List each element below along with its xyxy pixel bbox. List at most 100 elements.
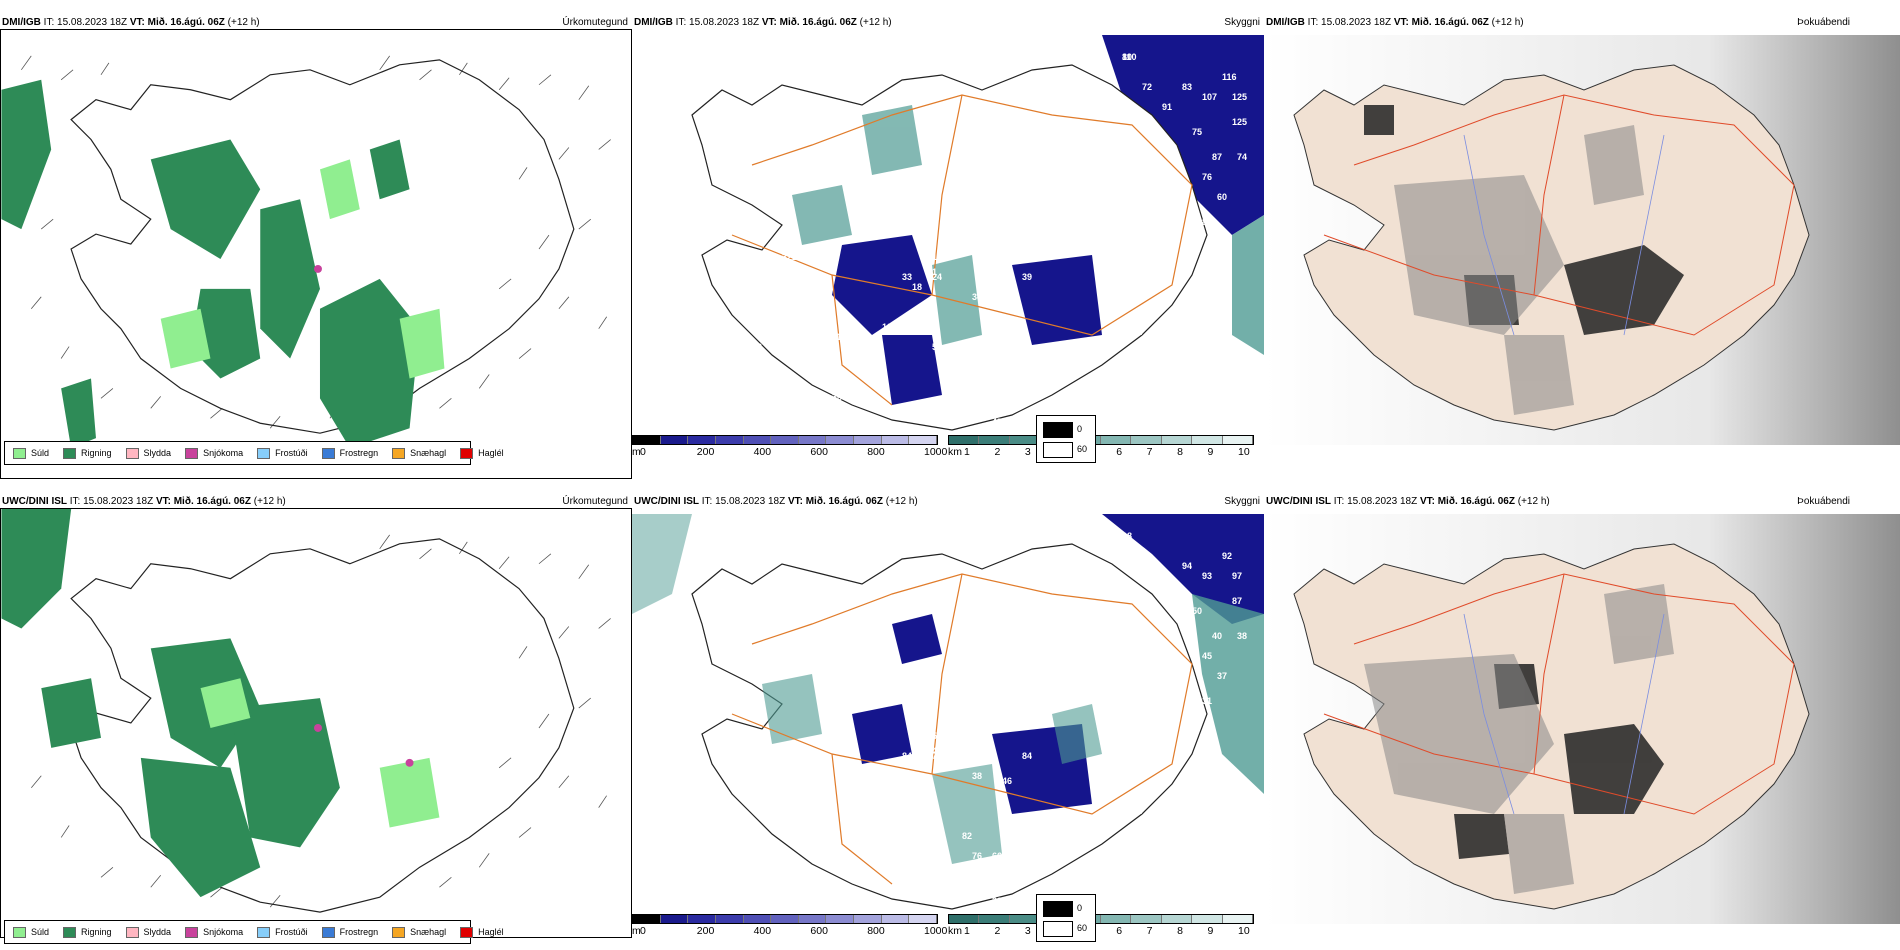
valid-time: Mið. 16.ágú. 06Z <box>144 17 225 28</box>
colorbar-segment <box>660 915 689 923</box>
panel-title: DMI/IGB IT: 15.08.2023 18Z VT: Mið. 16.á… <box>634 17 892 28</box>
cloud-base-label: 110 <box>1122 52 1137 62</box>
colorbar-segment <box>1131 436 1162 444</box>
model-name: DMI/IGB <box>2 17 41 28</box>
cloud-base-label: 18 <box>912 282 922 292</box>
colorbar-tick: 1 <box>964 925 970 937</box>
legend-item: Haglél <box>460 447 504 459</box>
cloud-panel-uwc: UWC/DINI ISL IT: 15.08.2023 18Z VT: Mið.… <box>632 492 1264 942</box>
cloud-base-label: 46 <box>922 791 932 801</box>
panel-title: UWC/DINI ISL IT: 15.08.2023 18Z VT: Mið.… <box>2 496 286 507</box>
panel-title: DMI/IGB IT: 15.08.2023 18Z VT: Mið. 16.á… <box>1266 17 1524 28</box>
init-time: IT: 15.08.2023 18Z <box>1331 496 1420 507</box>
precip-drizzle-areas <box>200 678 440 828</box>
cloud-base-label: 64 <box>1072 367 1082 377</box>
legend-swatch <box>63 926 77 938</box>
cloud-base-label: 50 <box>1192 606 1202 616</box>
cloud-base-label: 57 <box>912 761 922 771</box>
colorbar-segment <box>771 436 799 444</box>
cloud-base-label: 76 <box>992 182 1002 192</box>
cloud-base-label: 39 <box>962 641 972 651</box>
cloud-base-label: 76 <box>1202 172 1212 182</box>
cloud-base-label: 49 <box>1192 227 1202 237</box>
iceland-outline <box>691 64 1208 431</box>
colorbar-segment <box>715 436 744 444</box>
fog-legend-high: 60 <box>1077 923 1088 933</box>
colorbar-segment <box>633 436 661 444</box>
legend-item: Snæhagl <box>392 926 446 938</box>
legend-label: Slydda <box>143 927 172 937</box>
init-time: IT: 15.08.2023 18Z <box>672 17 762 28</box>
fog-grey-areas <box>1394 125 1644 415</box>
legend-swatch <box>392 447 406 459</box>
legend-item: Snjókoma <box>185 447 243 459</box>
legend-swatch <box>392 926 406 938</box>
colorbar-tick: 1000 <box>924 446 948 458</box>
colorbar-tick: 800 <box>867 925 885 937</box>
cloud-base-label: 104 <box>962 162 977 172</box>
colorbar-segment <box>949 915 980 923</box>
colorbar-tick: 2 <box>994 925 1001 937</box>
cloud-base-label: 51 <box>932 731 942 741</box>
lead-time: (+12 h) <box>882 496 918 507</box>
colorbar-tick: 1000 <box>924 925 948 937</box>
panel-title: UWC/DINI ISL IT: 15.08.2023 18Z VT: Mið.… <box>634 496 918 507</box>
panel-title: DMI/IGB IT: 15.08.2023 18Z VT: Mið. 16.á… <box>2 17 260 28</box>
cloud-base-label: 93 <box>1202 571 1212 581</box>
cloud-base-label: 82 <box>962 831 972 841</box>
cloud-base-label: 13 <box>842 352 852 362</box>
colorbar-segment <box>1161 436 1193 444</box>
colorbar-segment <box>1222 436 1254 444</box>
colorbar-tick: 400 <box>753 446 772 458</box>
cloud-base-label: 70 <box>972 721 982 731</box>
colorbar-tick: 9 <box>1207 446 1214 458</box>
cloud-base-label: 91 <box>1162 102 1172 112</box>
colorbar-tick: 3 <box>1024 446 1031 458</box>
colorbar-segment <box>949 436 980 444</box>
colorbar-tick: 9 <box>1207 925 1214 937</box>
colorbar-segment <box>660 436 689 444</box>
cloud-base-label: 100 <box>932 252 947 262</box>
wind-barbs <box>31 534 611 908</box>
colorbar-tick: 6 <box>1116 925 1123 937</box>
colorbar-tick: 200 <box>696 446 715 458</box>
colorbar-tick: 7 <box>1146 446 1153 458</box>
cloud-base-label: 87 <box>1212 152 1222 162</box>
field-name: Skyggni <box>1224 17 1260 28</box>
colorbar-segment <box>688 436 716 444</box>
cloud-base-label: 68 <box>762 272 772 282</box>
colorbar-tick: 800 <box>867 446 885 458</box>
vis-teal-areas <box>792 105 982 345</box>
legend-swatch <box>185 447 199 459</box>
colorbar-unit: km <box>948 925 962 937</box>
legend-label: Frostregn <box>339 927 379 937</box>
colorbar-segment <box>1192 915 1223 923</box>
height-colorbar: m 0 200 400 600 800 1000 <box>632 435 947 463</box>
legend-label: Frostregn <box>339 448 379 458</box>
iceland-outline <box>1293 543 1810 910</box>
precip-panel-dmi: DMI/IGB IT: 15.08.2023 18Z VT: Mið. 16.á… <box>0 13 632 479</box>
legend-label: Rigning <box>81 927 112 937</box>
cloud-base-label: 94 <box>1182 561 1192 571</box>
cloud-base-label: 52 <box>1142 821 1152 831</box>
model-name: DMI/IGB <box>1266 17 1305 28</box>
colorbar-segment <box>743 436 772 444</box>
colorbar-unit: km <box>948 446 962 458</box>
lead-time: (+12 h) <box>1488 17 1524 28</box>
legend-swatch <box>460 447 474 459</box>
legend-label: Snjókoma <box>203 927 244 937</box>
cloud-base-label: 116 <box>1222 72 1237 82</box>
legend-label: Frostúði <box>275 448 308 458</box>
field-name: Úrkomutegund <box>562 17 628 28</box>
legend-item: Slydda <box>125 447 171 459</box>
colorbar-tick: 8 <box>1177 925 1183 937</box>
field-name: Þokuábendi <box>1797 17 1850 28</box>
cloud-base-label: 125 <box>1232 117 1247 127</box>
visibility-colorbar: km12345678910 <box>948 914 1258 942</box>
road-network <box>1323 94 1795 336</box>
fog-index-map <box>1264 35 1900 445</box>
legend-swatch <box>185 926 199 938</box>
colorbar-segment <box>1161 915 1193 923</box>
